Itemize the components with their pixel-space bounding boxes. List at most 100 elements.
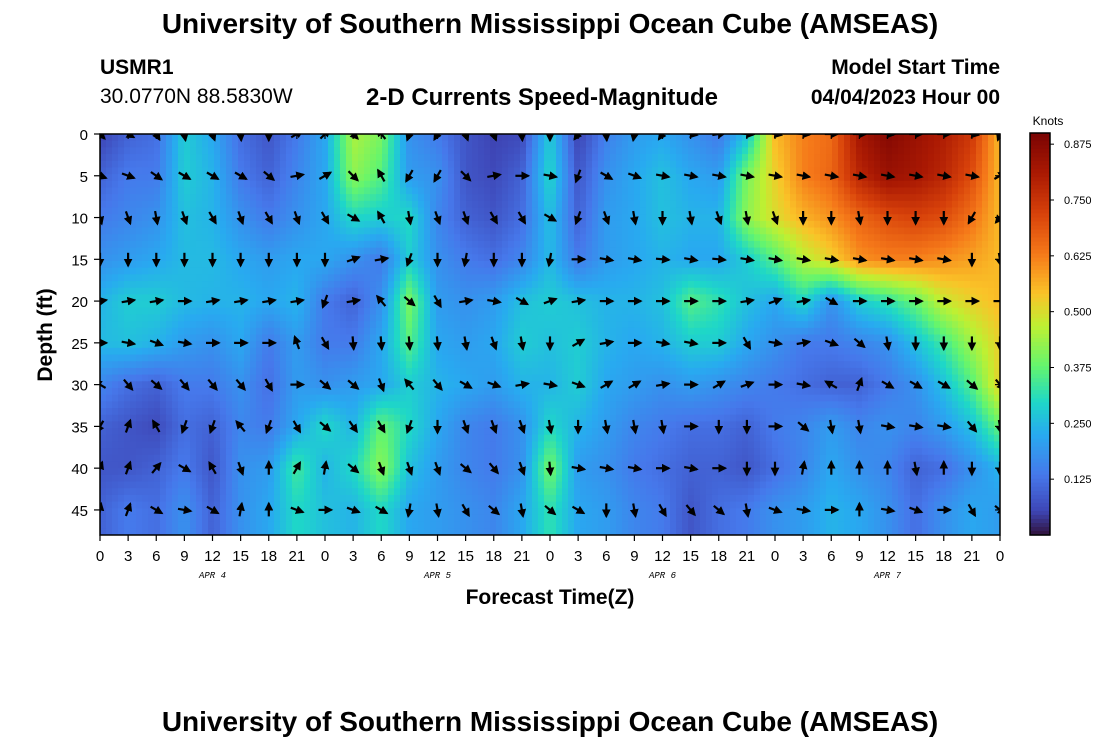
heatmap-cell [754,334,761,342]
heatmap-cell [460,267,467,275]
heatmap-cell [628,167,635,175]
heatmap-cell [892,234,899,242]
heatmap-cell [766,147,773,155]
heatmap-cell [286,174,293,182]
heatmap-cell [616,247,623,255]
heatmap-cell [568,347,575,356]
heatmap-cell [790,200,797,209]
heatmap-cell [604,334,611,342]
heatmap-cell [874,207,881,215]
heatmap-cell [784,214,791,222]
heatmap-cell [850,307,857,316]
heatmap-cell [640,334,647,342]
heatmap-cell [838,321,845,329]
heatmap-cell [160,267,167,275]
heatmap-cell [694,167,701,175]
heatmap-cell [400,134,407,142]
heatmap-cell [670,341,677,349]
heatmap-cell [550,334,557,342]
heatmap-cell [106,321,113,329]
heatmap-cell [616,234,623,242]
heatmap-cell [196,147,203,155]
heatmap-cell [634,200,641,209]
heatmap-cell [652,314,659,322]
heatmap-cell [652,274,659,282]
heatmap-cell [556,200,563,209]
heatmap-cell [490,307,497,316]
heatmap-cell [154,314,161,322]
heatmap-cell [670,260,677,269]
heatmap-cell [772,154,779,162]
heatmap-cell [370,240,377,249]
heatmap-cell [784,240,791,249]
heatmap-cell [808,167,815,175]
heatmap-cell [544,200,551,209]
heatmap-cell [616,260,623,269]
heatmap-cell [766,301,773,309]
heatmap-cell [220,234,227,242]
heatmap-cell [832,160,839,169]
heatmap-cell [502,147,509,155]
heatmap-cell [184,287,191,295]
heatmap-cell [910,227,917,235]
heatmap-cell [250,180,257,189]
heatmap-cell [646,254,653,262]
heatmap-cell [436,281,443,289]
heatmap-cell [772,194,779,202]
heatmap-cell [520,281,527,289]
heatmap-cell [244,160,251,169]
heatmap-cell [268,354,275,362]
heatmap-cell [460,314,467,322]
heatmap-cell [784,254,791,262]
heatmap-cell [196,341,203,349]
heatmap-cell [928,341,935,349]
heatmap-cell [304,260,311,269]
heatmap-cell [454,334,461,342]
heatmap-cell [454,174,461,182]
heatmap-cell [190,147,197,155]
heatmap-cell [436,314,443,322]
heatmap-cell [232,227,239,235]
heatmap-cell [940,314,947,322]
heatmap-cell [298,307,305,316]
heatmap-cell [808,267,815,275]
heatmap-cell [544,234,551,242]
heatmap-cell [352,240,359,249]
heatmap-cell [838,301,845,309]
heatmap-cell [742,281,749,289]
heatmap-cell [658,347,665,356]
heatmap-cell [904,307,911,316]
heatmap-cell [886,274,893,282]
heatmap-cell [424,260,431,269]
heatmap-cell [844,227,851,235]
heatmap-cell [166,194,173,202]
heatmap-cell [868,154,875,162]
heatmap-cell [268,334,275,342]
heatmap-cell [448,227,455,235]
heatmap-cell [112,347,119,356]
heatmap-cell [574,254,581,262]
heatmap-cell [484,147,491,155]
heatmap-cell [868,301,875,309]
heatmap-cell [232,334,239,342]
heatmap-cell [328,321,335,329]
heatmap-cell [604,207,611,215]
heatmap-cell [550,247,557,255]
heatmap-cell [664,187,671,195]
heatmap-cell [484,160,491,169]
heatmap-cell [148,354,155,362]
heatmap-cell [766,180,773,189]
heatmap-cell [964,140,971,148]
heatmap-cell [346,154,353,162]
heatmap-cell [682,140,689,148]
heatmap-cell [292,287,299,295]
heatmap-cell [220,240,227,249]
heatmap-cell [922,267,929,275]
heatmap-cell [430,301,437,309]
heatmap-cell [790,347,797,356]
heatmap-cell [514,281,521,289]
heatmap-cell [502,287,509,295]
heatmap-cell [136,321,143,329]
heatmap-cell [106,354,113,362]
heatmap-cell [394,134,401,142]
